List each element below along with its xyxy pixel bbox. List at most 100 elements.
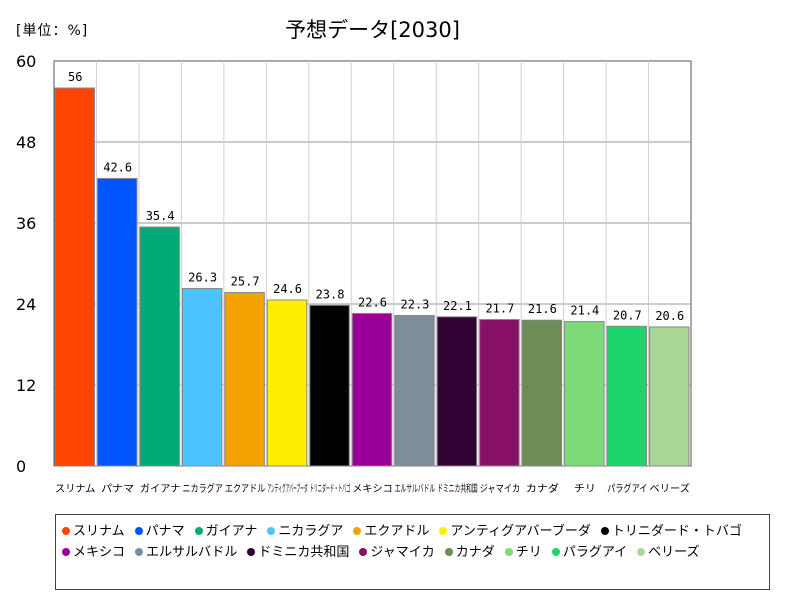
bar-value-label: 26.3 [188, 270, 217, 284]
legend-marker [551, 548, 560, 556]
x-tick-label: パラグアイ [607, 482, 647, 495]
legend-label: パラグアイ [562, 545, 628, 560]
legend-marker [444, 548, 453, 556]
legend-label: アンティグアバーブーダ [450, 524, 591, 539]
bar [606, 325, 648, 467]
legend-item: ジャマイカ [359, 542, 435, 563]
bar [479, 319, 520, 467]
legend-label: エルサルバドル [146, 545, 238, 560]
legend-marker [359, 548, 368, 556]
bar [224, 292, 265, 467]
x-tick-label: エルサルバドル [395, 483, 435, 495]
x-tick-label: ドミニカ共和国 [437, 483, 477, 495]
x-tick-label: カナダ [526, 482, 559, 495]
bar-value-label: 24.6 [273, 282, 302, 296]
bar-value-label: 56 [68, 70, 82, 84]
bar [309, 304, 350, 467]
bar-value-label: 23.8 [316, 287, 345, 301]
legend-marker [135, 548, 144, 556]
x-tick-label: スリナム [55, 483, 95, 495]
legend-item: ニカラグア [267, 521, 343, 542]
x-tick-label: ベリーズ [650, 482, 690, 495]
bar-value-label: 22.1 [443, 299, 472, 313]
legend-item: ベリーズ [637, 542, 700, 563]
legend-marker [267, 527, 276, 535]
chart-title: 予想データ[2030] [285, 18, 460, 42]
y-tick-label: 12 [16, 376, 36, 395]
bar [564, 321, 605, 467]
bar [139, 226, 180, 467]
y-tick-label: 24 [16, 295, 36, 314]
legend-item: メキシコ [62, 542, 125, 563]
bar-value-label: 22.6 [358, 295, 387, 309]
legend-item: エクアドル [353, 521, 429, 542]
legend-marker [194, 527, 203, 535]
bar [181, 287, 223, 467]
legend-marker [62, 527, 70, 535]
legend-label: パナマ [145, 524, 185, 539]
legend-label: ベリーズ [648, 545, 700, 560]
x-tick-label: アンティグアバーブーダ [267, 482, 307, 495]
y-tick-label: 60 [16, 52, 36, 71]
bar [96, 177, 138, 467]
bar [266, 299, 308, 467]
x-tick-label: パナマ [101, 483, 134, 495]
bar [521, 319, 563, 467]
legend-item: パラグアイ [551, 542, 628, 563]
legend-label: カナダ [455, 545, 495, 560]
legend-label: スリナム [73, 524, 125, 539]
x-tick-label: ジャマイカ [480, 483, 520, 495]
legend-marker [353, 527, 362, 535]
x-tick-label: エクアドル [225, 483, 265, 495]
legend-marker [600, 527, 609, 535]
legend-label: ガイアナ [205, 524, 258, 539]
y-tick-label: 48 [16, 133, 36, 152]
bar [54, 87, 95, 467]
legend-item: アンティグアバーブーダ [439, 521, 591, 542]
bar-value-label: 42.6 [103, 160, 132, 174]
legend-marker [439, 527, 448, 535]
legend-item: ガイアナ [194, 521, 258, 542]
legend-item: ドミニカ共和国 [247, 542, 349, 563]
legend-marker [134, 527, 143, 535]
bar [649, 326, 690, 467]
bar-value-label: 22.3 [401, 297, 430, 311]
x-tick-label: ガイアナ [140, 483, 180, 495]
y-tick-label: 0 [16, 457, 26, 476]
legend-label: チリ [515, 545, 542, 560]
x-tick-label: ニカラグア [182, 482, 222, 495]
legend-label: トリニダード・トバゴ [611, 524, 742, 539]
bar-value-label: 20.7 [613, 308, 642, 322]
legend-marker [637, 548, 646, 556]
legend-label: ドミニカ共和国 [258, 545, 350, 560]
legend-item: チリ [504, 542, 542, 563]
legend-item: パナマ [134, 521, 185, 542]
bar [351, 312, 393, 467]
bar-value-label: 21.4 [570, 304, 599, 318]
legend-label: ジャマイカ [370, 545, 435, 560]
legend-marker [504, 548, 513, 556]
x-tick-label: メキシコ [352, 484, 392, 495]
bar-value-label: 20.6 [655, 309, 684, 323]
legend-label: ニカラグア [278, 524, 344, 539]
legend-label: メキシコ [73, 545, 126, 560]
x-tick-label: チリ [574, 483, 596, 495]
legend-item: エルサルバドル [135, 542, 237, 563]
legend-label: エクアドル [364, 524, 430, 539]
bar-value-label: 21.7 [485, 302, 514, 316]
legend-marker [247, 548, 256, 556]
legend-item: トリニダード・トバゴ [600, 521, 742, 542]
legend-marker [62, 548, 70, 556]
bar [394, 314, 435, 467]
bar [436, 316, 478, 467]
y-tick-label: 36 [16, 214, 36, 233]
bar-value-label: 35.4 [146, 209, 175, 223]
bar-value-label: 25.7 [231, 275, 260, 289]
legend-item: カナダ [444, 542, 495, 563]
bar-chart: 0 12 24 36 48 60 56 スリナム 42.6 パナマ 35.4 ガイアナ 26.3 ニカラグ… [16, 52, 692, 495]
chart-legend: スリナム パナマ ガイアナ ニカラグア エクアドル アンティグアバーブーダ トリニダード・ト… [55, 514, 770, 590]
unit-label: [単位：%] [16, 23, 89, 39]
legend-item: スリナム [62, 521, 125, 542]
x-tick-label: トリニダード・トバゴ [310, 482, 350, 495]
bar-value-label: 21.6 [528, 302, 557, 316]
